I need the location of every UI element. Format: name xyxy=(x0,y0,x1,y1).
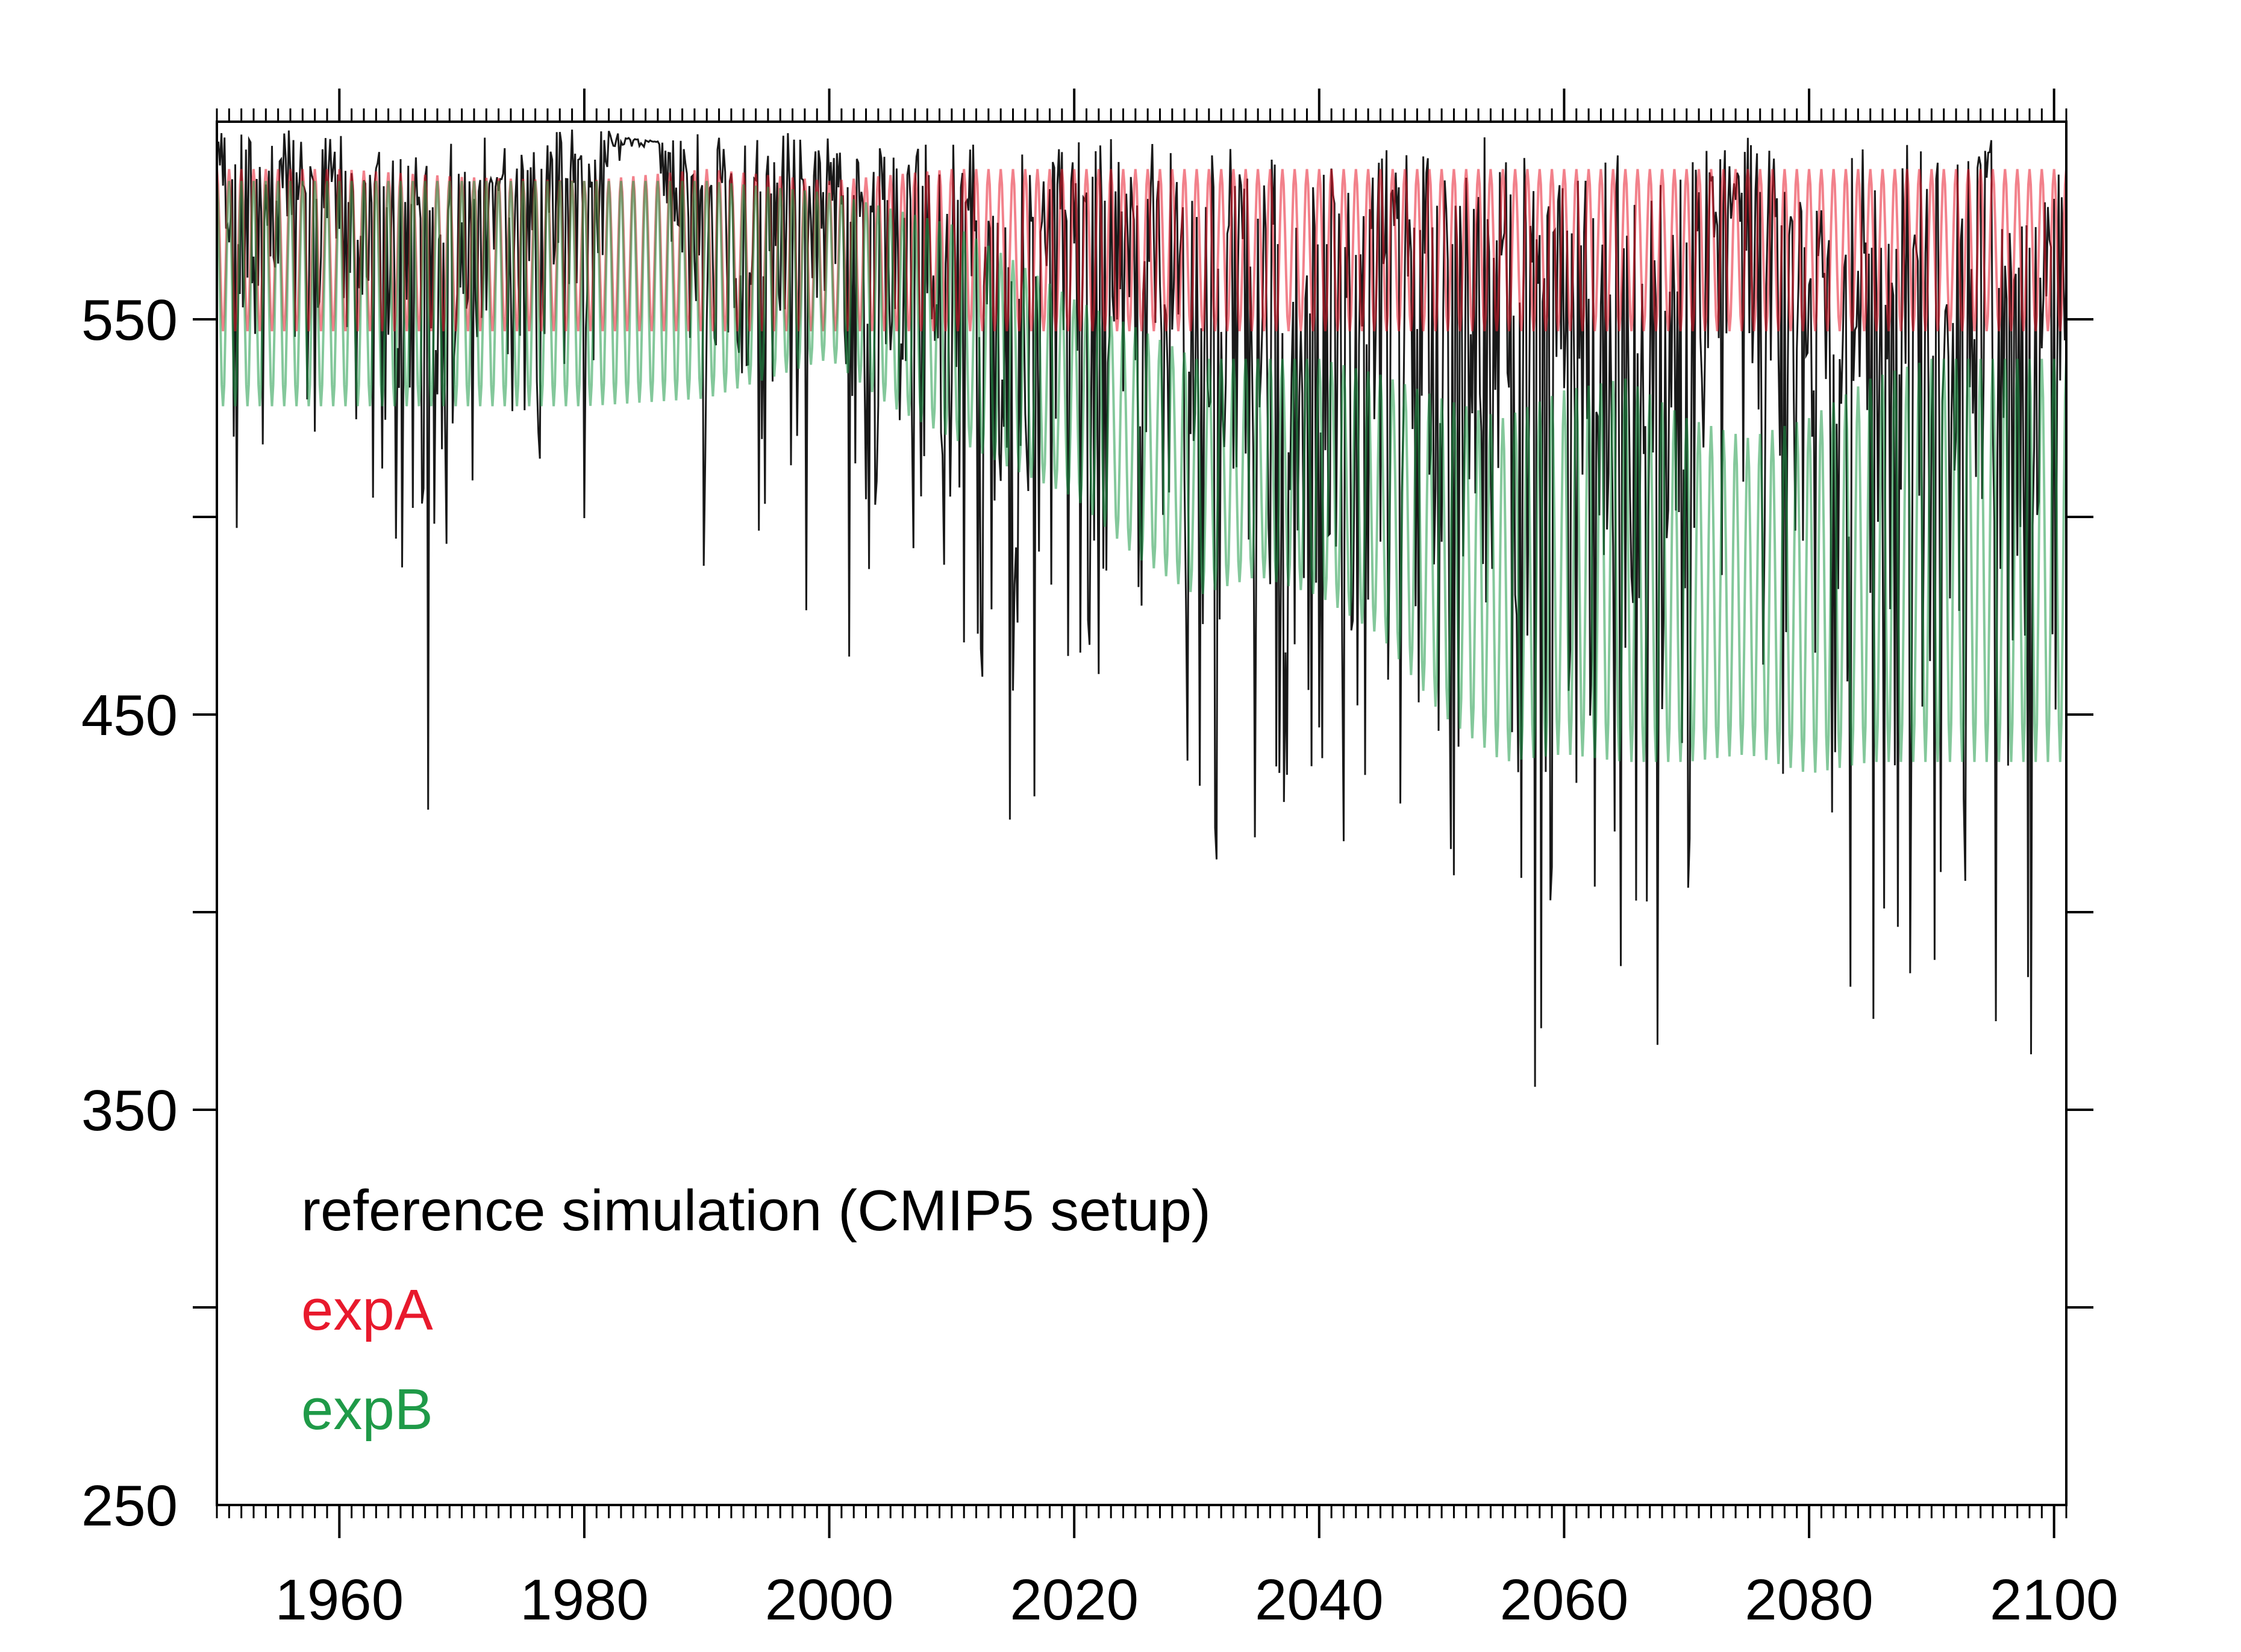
x-tick-label: 2000 xyxy=(765,1568,894,1632)
series-layer xyxy=(216,130,2068,1087)
plot-frame xyxy=(216,120,2068,1506)
x-tick-label: 2040 xyxy=(1255,1568,1384,1632)
y-tick-label: 250 xyxy=(81,1474,178,1538)
y-tick-label: 550 xyxy=(81,288,178,352)
x-tick-label: 2080 xyxy=(1745,1568,1874,1632)
series-reference xyxy=(216,130,2068,1087)
minor-ticks xyxy=(216,108,2068,1518)
x-tick-label: 1980 xyxy=(520,1568,649,1632)
y-tick-label: 450 xyxy=(81,683,178,748)
legend: reference simulation (CMIP5 setup) expA … xyxy=(301,1178,1211,1442)
x-tick-label: 2060 xyxy=(1500,1568,1629,1632)
y-tick-label: 350 xyxy=(81,1078,178,1143)
x-tick-label: 2020 xyxy=(1010,1568,1139,1632)
series-line xyxy=(216,181,2068,773)
x-tick-label: 1960 xyxy=(275,1568,404,1632)
x-tick-label: 2100 xyxy=(1990,1568,2119,1632)
legend-label-expB: expB xyxy=(301,1377,433,1442)
axes-layer: 1960 1980 2000 2020 2040 2060 2080 2100 250 350 45… xyxy=(81,89,2119,1632)
series-line xyxy=(216,130,2068,1087)
series-expB xyxy=(216,181,2068,773)
legend-label-reference: reference simulation (CMIP5 setup) xyxy=(301,1178,1211,1243)
legend-label-expA: expA xyxy=(301,1278,433,1342)
